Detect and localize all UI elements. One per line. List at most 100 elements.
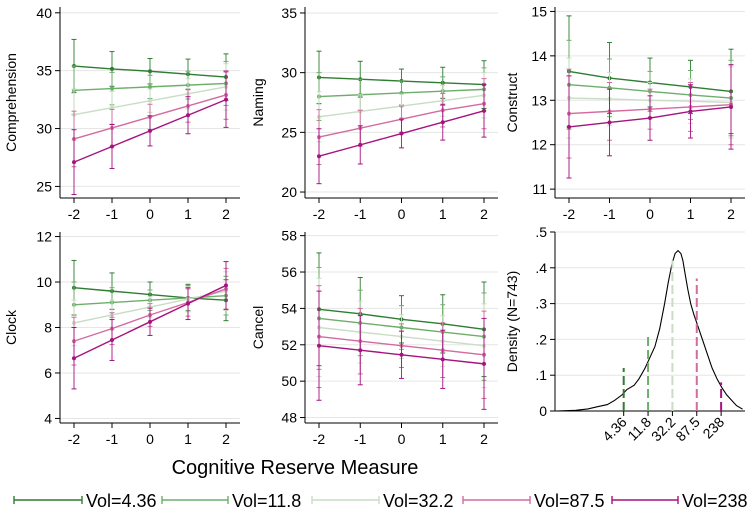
panel-density: 0 .1 .2 .3 .4 .5 Density (N=743) 4.3611.832.287… bbox=[504, 224, 745, 444]
data-point bbox=[110, 66, 114, 71]
ytick-label-construct: 12 bbox=[531, 137, 547, 153]
data-point bbox=[72, 160, 76, 165]
legend-item: Vol=32.2 bbox=[311, 491, 454, 511]
legend-label: Vol=238 bbox=[682, 491, 748, 511]
series-comprehension bbox=[71, 71, 229, 196]
ytick-label-density: 0 bbox=[539, 403, 547, 419]
ylabel-comprehension: Comprehension bbox=[3, 53, 19, 152]
ytick-label-construct: 13 bbox=[531, 92, 547, 108]
series-construct bbox=[566, 64, 734, 179]
xtick-label-construct: 0 bbox=[646, 206, 654, 222]
xtick-label-naming: 1 bbox=[439, 206, 447, 222]
xtick-label-clock: -1 bbox=[106, 431, 119, 447]
ytick-label-naming: 25 bbox=[281, 124, 297, 140]
ytick-label-construct: 15 bbox=[531, 3, 547, 19]
ytick-label-naming: 35 bbox=[281, 5, 297, 21]
ytick-label-cancel: 56 bbox=[281, 264, 297, 280]
xtick-label-comprehension: -2 bbox=[68, 206, 81, 222]
data-point bbox=[72, 356, 76, 361]
legend: Vol=4.36 Vol=11.8 Vol=32.2 Vol=87.5 Vol=238 bbox=[13, 491, 748, 511]
xtick-label-clock: -2 bbox=[68, 431, 81, 447]
data-point bbox=[317, 154, 321, 159]
panel-naming: 20 25 30 35 -2 -1 0 1 2 Naming bbox=[250, 5, 498, 222]
data-point bbox=[148, 98, 152, 103]
legend-item: Vol=4.36 bbox=[13, 491, 157, 511]
legend-item: Vol=87.5 bbox=[462, 491, 605, 511]
ytick-label-clock: 6 bbox=[44, 365, 52, 381]
data-point bbox=[358, 142, 363, 147]
data-point bbox=[110, 144, 114, 149]
data-point bbox=[482, 361, 486, 366]
ytick-label-density: .2 bbox=[535, 331, 547, 347]
xtick-label-comprehension: 0 bbox=[146, 206, 154, 222]
xtick-label-clock: 1 bbox=[184, 431, 192, 447]
xtick-label-cancel: -2 bbox=[313, 431, 326, 447]
legend-label: Vol=4.36 bbox=[86, 491, 157, 511]
xtick-label-clock: 2 bbox=[222, 431, 230, 447]
ytick-label-cancel: 48 bbox=[281, 410, 297, 426]
xtick-label-naming: 0 bbox=[398, 206, 406, 222]
ytick-label-construct: 11 bbox=[532, 181, 547, 197]
ytick-label-cancel: 58 bbox=[281, 228, 297, 244]
legend-label: Vol=87.5 bbox=[534, 491, 605, 511]
xtick-label-density: 87.5 bbox=[672, 414, 703, 445]
data-point bbox=[148, 84, 152, 89]
xtick-label-naming: -2 bbox=[313, 206, 326, 222]
data-point bbox=[607, 120, 612, 125]
ytick-label-clock: 4 bbox=[44, 410, 52, 426]
xtick-label-density: 32.2 bbox=[648, 414, 679, 445]
xtick-label-density: 4.36 bbox=[599, 414, 630, 445]
ytick-label-clock: 12 bbox=[36, 229, 52, 245]
xtick-label-cancel: -1 bbox=[354, 431, 367, 447]
ytick-label-density: .5 bbox=[535, 224, 547, 240]
data-point bbox=[110, 86, 114, 91]
shared-xlabel: Cognitive Reserve Measure bbox=[172, 457, 419, 479]
data-point bbox=[729, 104, 733, 109]
ytick-label-clock: 8 bbox=[44, 320, 52, 336]
panel-cancel: 48 50 52 54 56 58 -2 -1 0 1 2 Cancel bbox=[250, 228, 498, 447]
ytick-label-cancel: 52 bbox=[281, 337, 297, 353]
xtick-label-density: 238 bbox=[699, 414, 727, 442]
ylabel-cancel: Cancel bbox=[250, 306, 266, 350]
xtick-label-construct: -2 bbox=[563, 206, 576, 222]
legend-item: Vol=11.8 bbox=[161, 491, 301, 511]
data-point bbox=[648, 116, 652, 121]
data-point bbox=[224, 283, 228, 288]
data-point bbox=[148, 319, 152, 324]
ytick-label-comprehension: 25 bbox=[36, 178, 52, 194]
ytick-label-cancel: 50 bbox=[281, 373, 297, 389]
data-point bbox=[186, 113, 190, 118]
legend-label: Vol=11.8 bbox=[232, 491, 301, 511]
ytick-label-naming: 30 bbox=[281, 65, 297, 81]
xtick-label-density: 11.8 bbox=[624, 414, 654, 444]
data-point bbox=[399, 352, 404, 357]
ytick-label-clock: 10 bbox=[36, 274, 52, 290]
ytick-label-cancel: 54 bbox=[281, 300, 297, 316]
data-point bbox=[186, 301, 190, 306]
data-point bbox=[148, 69, 152, 74]
xtick-label-cancel: 1 bbox=[439, 431, 447, 447]
series-cancel bbox=[316, 290, 487, 410]
data-point bbox=[224, 97, 228, 102]
xtick-label-construct: 2 bbox=[727, 206, 735, 222]
ytick-label-density: .4 bbox=[535, 260, 547, 276]
xtick-label-clock: 0 bbox=[146, 431, 154, 447]
data-point bbox=[440, 120, 445, 125]
xtick-label-naming: -1 bbox=[354, 206, 367, 222]
xtick-label-construct: -1 bbox=[603, 206, 616, 222]
ylabel-naming: Naming bbox=[250, 78, 266, 126]
legend-label: Vol=32.2 bbox=[383, 491, 454, 511]
ytick-label-construct: 14 bbox=[531, 48, 547, 64]
data-point bbox=[440, 357, 445, 362]
ytick-label-comprehension: 40 bbox=[36, 5, 52, 21]
series-naming bbox=[316, 84, 487, 185]
data-point bbox=[358, 348, 363, 353]
series-clock bbox=[71, 261, 229, 390]
ytick-label-density: .3 bbox=[535, 296, 547, 312]
xtick-label-construct: 1 bbox=[687, 206, 695, 222]
data-point bbox=[688, 109, 693, 114]
xtick-label-cancel: 0 bbox=[398, 431, 406, 447]
